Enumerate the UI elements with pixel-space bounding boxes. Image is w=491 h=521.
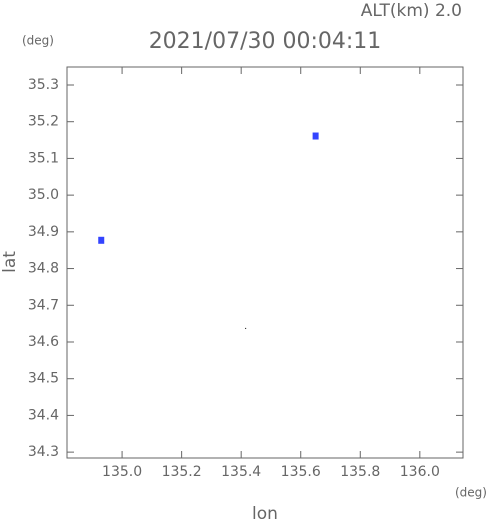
x-unit: (deg) xyxy=(455,486,487,500)
y-tick-label: 34.3 xyxy=(28,444,59,460)
y-tick-label: 35.1 xyxy=(28,150,59,166)
y-tick-label: 35.2 xyxy=(28,114,59,130)
x-tick-label: 135.4 xyxy=(221,464,261,480)
y-tick-label: 34.7 xyxy=(28,297,59,313)
y-tick-label: 34.8 xyxy=(28,261,59,277)
data-point xyxy=(98,236,105,244)
plot-frame xyxy=(66,66,464,459)
altitude-label: ALT(km) 2.0 xyxy=(361,1,462,21)
y-tick-label: 35.3 xyxy=(28,77,59,93)
x-tick-label: 135.6 xyxy=(281,464,321,480)
x-tick-label: 135.2 xyxy=(162,464,202,480)
x-tick-label: 136.0 xyxy=(400,464,440,480)
chart-title: 2021/07/30 00:04:11 xyxy=(149,29,382,54)
x-tick-label: 135.8 xyxy=(340,464,380,480)
y-tick-label: 35.0 xyxy=(28,187,59,203)
y-tick-label: 34.4 xyxy=(28,407,59,423)
y-axis-label: lat xyxy=(0,251,20,273)
y-tick-label: 34.6 xyxy=(28,334,59,350)
data-point xyxy=(245,327,247,329)
x-tick-label: 135.0 xyxy=(102,464,142,480)
x-axis-label: lon xyxy=(252,504,278,521)
y-unit: (deg) xyxy=(22,34,54,48)
y-tick-label: 34.5 xyxy=(28,371,59,387)
data-point xyxy=(312,132,319,140)
y-tick-label: 34.9 xyxy=(28,224,59,240)
